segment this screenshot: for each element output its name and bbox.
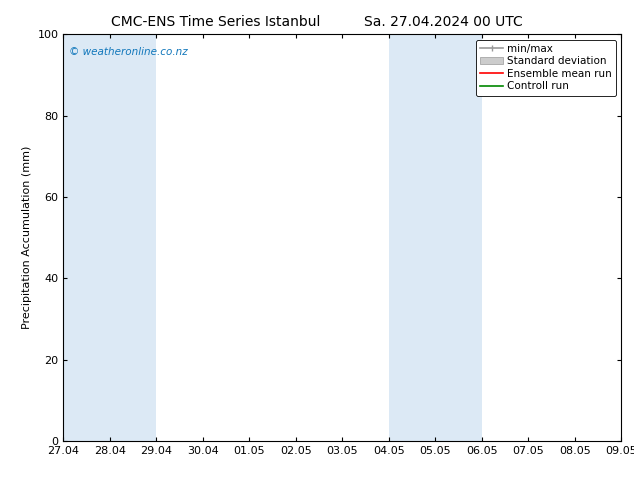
Bar — [63, 34, 157, 441]
Bar — [389, 34, 482, 441]
Text: © weatheronline.co.nz: © weatheronline.co.nz — [69, 47, 188, 56]
Text: Sa. 27.04.2024 00 UTC: Sa. 27.04.2024 00 UTC — [365, 15, 523, 29]
Y-axis label: Precipitation Accumulation (mm): Precipitation Accumulation (mm) — [22, 146, 32, 329]
Text: CMC-ENS Time Series Istanbul: CMC-ENS Time Series Istanbul — [111, 15, 320, 29]
Legend: min/max, Standard deviation, Ensemble mean run, Controll run: min/max, Standard deviation, Ensemble me… — [476, 40, 616, 96]
